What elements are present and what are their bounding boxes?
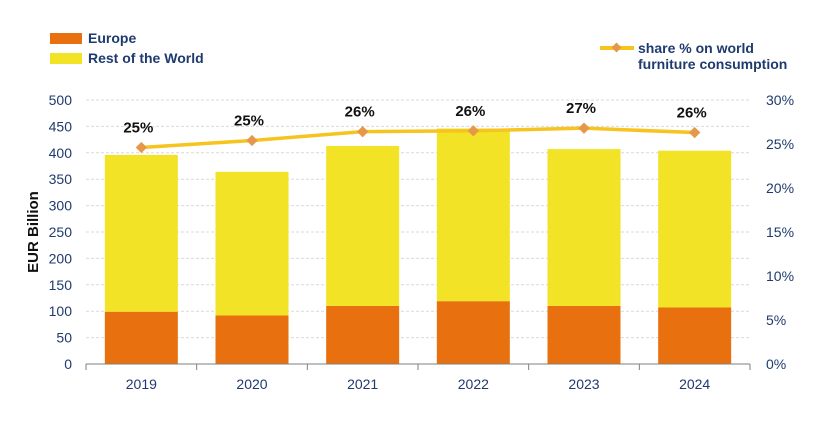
y-tick-label: 0: [64, 356, 72, 372]
y-axis-title: EUR Billion: [25, 191, 42, 273]
legend-europe-swatch: [50, 33, 82, 44]
bar-europe: [104, 311, 178, 364]
legend-rest-of-world-swatch: [50, 53, 82, 64]
y-tick-label: 500: [49, 92, 73, 108]
bar-rest-of-the-world: [104, 154, 178, 312]
legend-europe-label: Europe: [88, 30, 137, 46]
bar-rest-of-the-world: [215, 171, 289, 316]
share-line-path: [141, 126, 695, 150]
bar-europe: [436, 301, 510, 364]
legend-share-line-swatch: [600, 40, 634, 56]
y-tick-label: 300: [49, 198, 73, 214]
y-tick-label: 100: [49, 303, 73, 319]
share-line-marker: [578, 122, 590, 134]
y-tick-label: 400: [49, 145, 73, 161]
share-data-label: 26%: [345, 104, 375, 121]
y2-tick-label: 15%: [766, 224, 794, 240]
gridlines: [86, 99, 750, 339]
bar-rest-of-the-world: [436, 128, 510, 302]
y-tick-label: 150: [49, 277, 73, 293]
bar-europe: [547, 305, 621, 364]
y2-tick-label: 0%: [766, 356, 786, 372]
share-data-label: 27%: [566, 100, 596, 117]
data-labels: 25% 25% 26% 26% 27% 26%: [123, 100, 706, 136]
bar-rest-of-the-world: [658, 150, 732, 308]
legend-rest-of-world: Rest of the World: [50, 50, 204, 66]
legend-share-line-label-1: share % on world: [638, 40, 754, 56]
y2-tick-label: 25%: [766, 136, 794, 152]
share-data-label: 26%: [677, 105, 707, 122]
x-tick-label: 2019: [126, 376, 157, 392]
x-tick-label: 2024: [679, 376, 710, 392]
share-line-marker: [246, 134, 258, 147]
legend-share-line-label-2: furniture consumption: [638, 56, 788, 72]
y2-tick-label: 10%: [766, 268, 794, 284]
y2-tick-label: 5%: [766, 312, 786, 328]
y2-tick-label: 30%: [766, 92, 794, 108]
y2-tick-label: 20%: [766, 180, 794, 196]
bar-europe: [215, 315, 289, 364]
bar-rest-of-the-world: [326, 145, 400, 306]
legend-share-line-label: share % on world furniture consumption: [638, 40, 787, 72]
legend-europe: Europe: [50, 30, 136, 46]
y-tick-label: 350: [49, 171, 73, 187]
share-line-marker: [135, 141, 147, 154]
legend-share-line: share % on world furniture consumption: [600, 40, 787, 72]
axes: 0 50 100 150 200 250 300 350 400 450 500 0% 5% 10% 15%…: [49, 92, 794, 392]
share-data-label: 25%: [234, 112, 264, 129]
legend-rest-of-world-label: Rest of the World: [88, 50, 204, 66]
bar-europe: [326, 305, 400, 364]
y-tick-label: 200: [49, 250, 73, 266]
bar-rest-of-the-world: [547, 149, 621, 306]
share-line-marker: [689, 126, 701, 139]
share-data-label: 25%: [123, 120, 153, 137]
y-tick-label: 250: [49, 224, 73, 240]
x-tick-label: 2023: [568, 376, 599, 392]
y-tick-label: 50: [56, 330, 72, 346]
bars: [104, 128, 732, 364]
share-line-marker: [357, 126, 369, 138]
share-line: [135, 122, 701, 154]
x-tick-label: 2022: [458, 376, 489, 392]
x-tick-label: 2020: [236, 376, 267, 392]
y-tick-label: 450: [49, 118, 73, 134]
share-data-label: 26%: [455, 103, 485, 120]
bar-europe: [658, 307, 732, 364]
x-tick-label: 2021: [347, 376, 378, 392]
